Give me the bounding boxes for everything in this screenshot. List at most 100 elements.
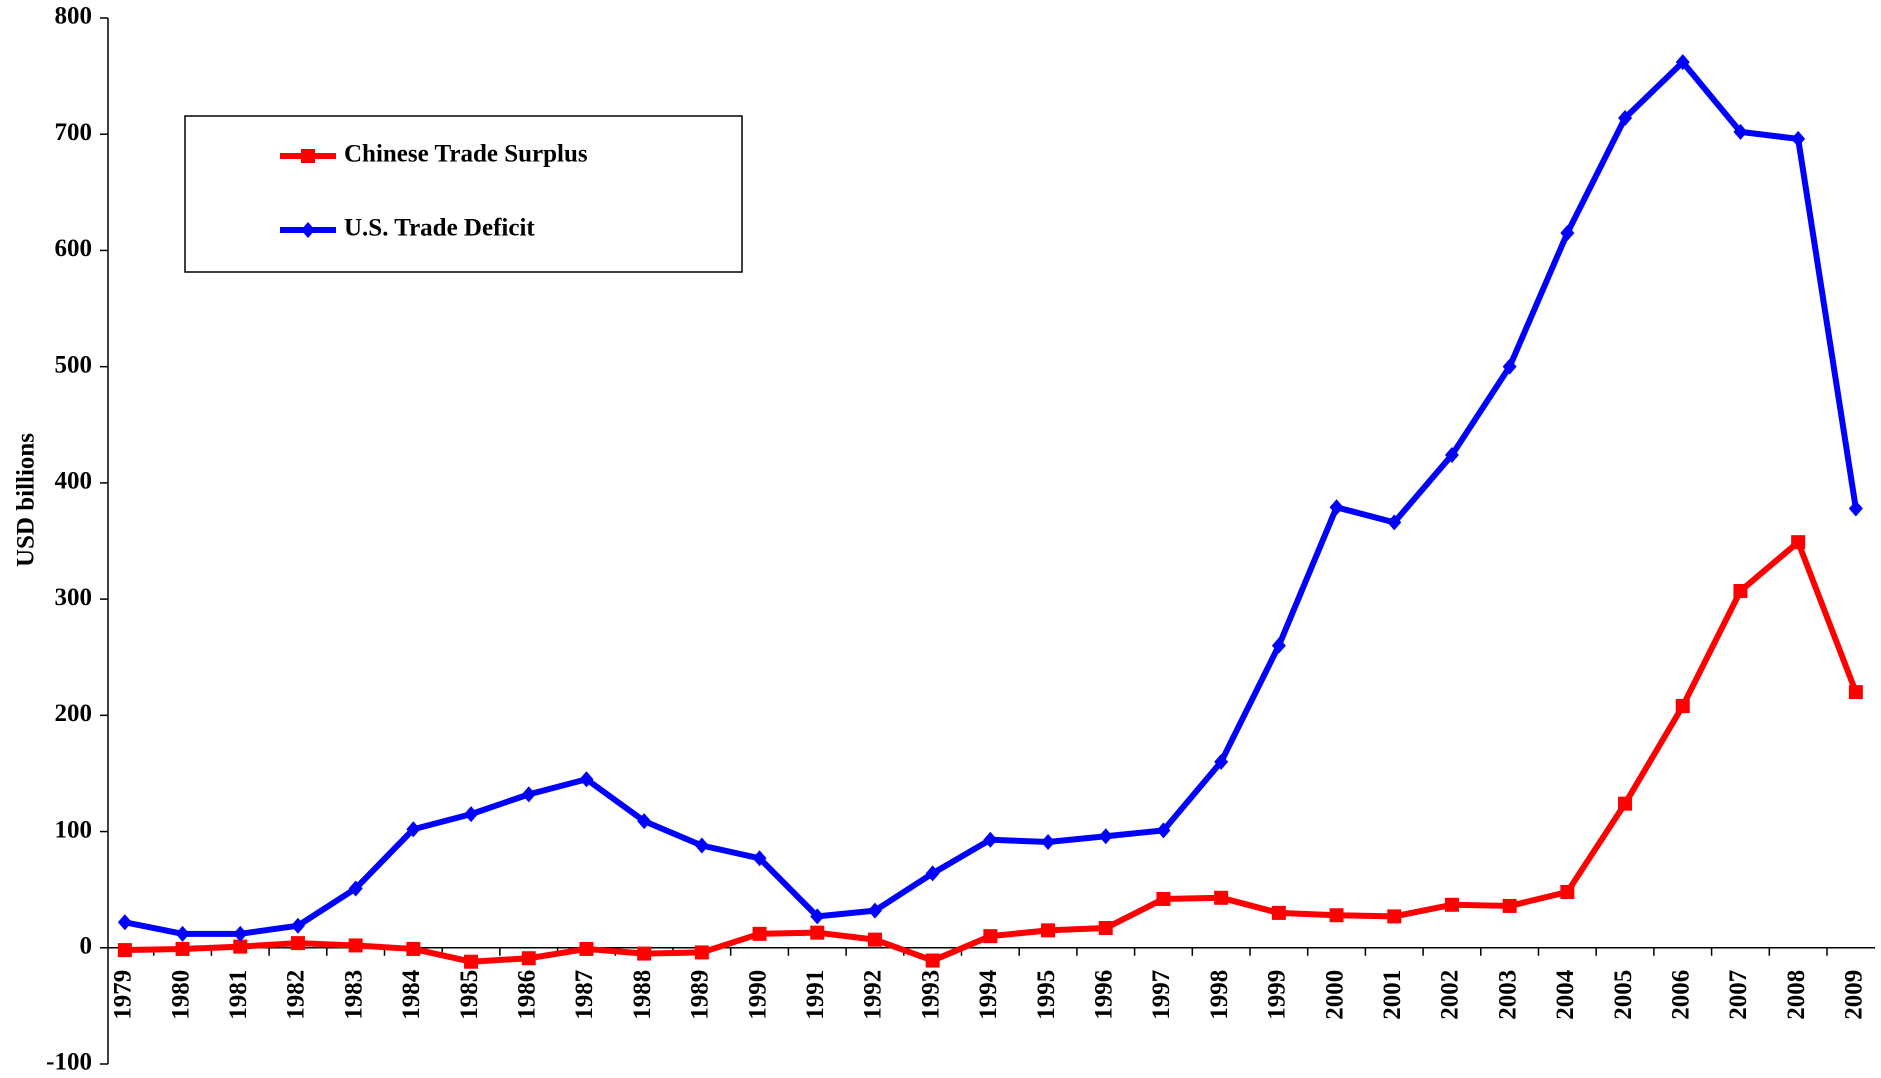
- x-tick-label: 2004: [1552, 969, 1579, 1020]
- legend-marker: [301, 149, 315, 163]
- x-tick-label: 2006: [1667, 970, 1694, 1020]
- data-point: [1156, 891, 1171, 906]
- data-point: [1502, 898, 1517, 913]
- data-point: [925, 953, 940, 968]
- data-point: [752, 926, 767, 941]
- data-point: [1271, 637, 1286, 654]
- y-tick-label: 200: [55, 700, 93, 727]
- x-tick-label: 2001: [1379, 970, 1406, 1020]
- data-point: [637, 946, 652, 961]
- x-tick-label: 1981: [225, 970, 252, 1020]
- x-tick-label: 1991: [802, 970, 829, 1020]
- data-point: [694, 945, 709, 960]
- data-point: [233, 925, 248, 942]
- data-point: [1848, 685, 1863, 700]
- data-point: [752, 850, 767, 867]
- data-point: [1156, 822, 1171, 839]
- data-point: [406, 941, 421, 956]
- data-point: [1387, 909, 1402, 924]
- data-point: [983, 831, 998, 848]
- y-axis-label: USD billions: [13, 433, 40, 567]
- data-point: [464, 954, 479, 969]
- data-point: [1329, 499, 1344, 516]
- data-point: [1848, 500, 1863, 517]
- legend-marker: [301, 222, 315, 238]
- data-point: [1444, 897, 1459, 912]
- data-point: [1214, 753, 1229, 770]
- data-point: [175, 941, 190, 956]
- data-point: [579, 941, 594, 956]
- data-point: [1098, 828, 1113, 845]
- data-point: [694, 837, 709, 854]
- data-point: [1041, 923, 1056, 938]
- data-point: [579, 771, 594, 788]
- x-tick-label: 1998: [1206, 970, 1233, 1020]
- legend-label: Chinese Trade Surplus: [344, 141, 588, 168]
- x-tick-label: 1989: [687, 970, 714, 1020]
- data-point: [1041, 834, 1056, 851]
- data-point: [1387, 514, 1402, 531]
- y-tick-label: 800: [55, 3, 93, 30]
- data-point: [1618, 796, 1633, 811]
- x-tick-label: 2008: [1783, 970, 1810, 1020]
- y-tick-label: 700: [55, 119, 93, 146]
- y-tick-label: 100: [55, 816, 93, 843]
- x-tick-label: 1986: [513, 970, 540, 1020]
- data-point: [1271, 905, 1286, 920]
- y-tick-label: 400: [55, 468, 93, 495]
- x-tick-label: 2000: [1321, 970, 1348, 1020]
- x-tick-label: 1979: [110, 970, 137, 1020]
- x-tick-label: 1982: [283, 970, 310, 1020]
- x-tick-label: 2009: [1841, 970, 1868, 1020]
- data-point: [1675, 54, 1690, 71]
- data-point: [1214, 890, 1229, 905]
- data-point: [464, 806, 479, 823]
- legend-label: U.S. Trade Deficit: [344, 215, 535, 242]
- x-tick-label: 1993: [917, 970, 944, 1020]
- x-tick-label: 2002: [1437, 970, 1464, 1020]
- data-point: [290, 917, 305, 934]
- data-point: [1329, 908, 1344, 923]
- y-tick-label: 600: [55, 235, 93, 262]
- data-point: [348, 938, 363, 953]
- x-tick-label: 1997: [1148, 970, 1175, 1020]
- data-point: [867, 932, 882, 947]
- data-point: [1618, 109, 1633, 126]
- data-point: [1791, 130, 1806, 147]
- data-point: [233, 939, 248, 954]
- x-tick-label: 2005: [1610, 970, 1637, 1020]
- data-point: [983, 929, 998, 944]
- x-tick-label: 1983: [340, 970, 367, 1020]
- data-point: [810, 908, 825, 925]
- x-tick-label: 1988: [629, 970, 656, 1020]
- data-point: [867, 902, 882, 919]
- x-tick-label: 1987: [571, 970, 598, 1020]
- x-tick-label: 2003: [1494, 970, 1521, 1020]
- data-point: [406, 821, 421, 838]
- data-point: [1733, 583, 1748, 598]
- data-point: [117, 914, 132, 931]
- series-line: [124, 539, 1859, 965]
- y-tick-label: 0: [80, 933, 93, 960]
- y-tick-label: 300: [55, 584, 93, 611]
- y-tick-label: -100: [46, 1049, 92, 1076]
- data-point: [1675, 699, 1690, 714]
- data-point: [1098, 921, 1113, 936]
- y-tick-label: 500: [55, 351, 93, 378]
- data-point: [521, 786, 536, 803]
- data-point: [810, 925, 825, 940]
- x-tick-label: 1985: [456, 970, 483, 1020]
- x-tick-label: 1994: [975, 969, 1002, 1020]
- data-point: [1791, 535, 1806, 550]
- data-point: [348, 880, 363, 897]
- data-point: [117, 943, 132, 958]
- x-tick-label: 1984: [398, 969, 425, 1020]
- legend-box: [184, 115, 743, 273]
- data-point: [290, 936, 305, 951]
- data-point: [1733, 123, 1748, 140]
- x-tick-label: 2007: [1725, 970, 1752, 1020]
- data-point: [925, 865, 940, 882]
- x-tick-label: 1992: [860, 970, 887, 1020]
